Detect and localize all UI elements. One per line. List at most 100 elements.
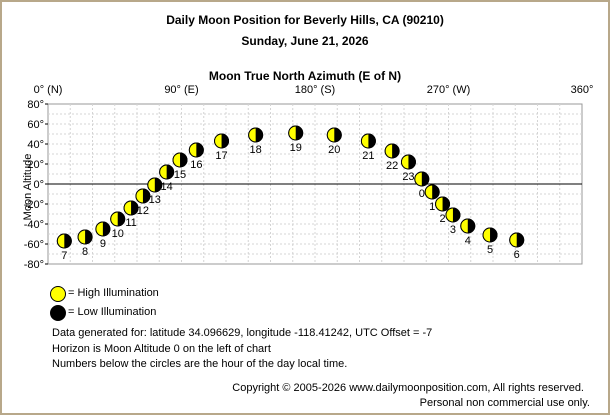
hour-label: 8 <box>82 246 88 258</box>
hour-label: 12 <box>137 205 149 217</box>
hour-label: 21 <box>362 150 374 162</box>
hour-label: 13 <box>149 194 161 206</box>
high-illumination-swatch <box>50 286 66 302</box>
hour-label: 6 <box>514 249 520 261</box>
hour-label: 11 <box>125 217 136 229</box>
moon-marker <box>135 188 151 204</box>
moon-light-half <box>425 185 433 199</box>
hour-label: 22 <box>386 160 398 172</box>
y-tick-label: -20° <box>24 199 44 211</box>
moon-marker <box>400 154 416 170</box>
moon-light-half <box>509 233 517 247</box>
moon-marker <box>188 142 204 158</box>
moon-outline <box>159 164 175 180</box>
moon-marker <box>384 143 400 159</box>
y-tick-label: 80° <box>27 99 44 111</box>
moon-light-half <box>248 128 256 142</box>
note-hours: Numbers below the circles are the hour o… <box>52 358 348 370</box>
chart-title: Moon True North Azimuth (E of N) <box>208 69 402 83</box>
moon-marker <box>123 200 139 216</box>
moon-light-half <box>135 189 143 203</box>
moon-marker <box>95 221 111 237</box>
hour-label: 9 <box>100 238 106 250</box>
moon-outline <box>172 152 188 168</box>
moon-outline <box>188 142 204 158</box>
moon-marker <box>147 177 163 193</box>
moon-outline <box>384 143 400 159</box>
y-axis-label-wrap: Moon Altitude <box>18 125 38 245</box>
y-tick-label: 40° <box>27 139 44 151</box>
moon-outline <box>56 233 72 249</box>
moon-marker <box>172 152 188 168</box>
moon-light-half <box>327 128 335 142</box>
moon-outline <box>110 211 126 227</box>
moon-light-half <box>414 172 422 186</box>
moon-outline <box>414 171 430 187</box>
y-tick-label: -80° <box>24 259 44 271</box>
hour-label: 16 <box>190 159 202 171</box>
moon-marker <box>482 227 498 243</box>
page-date: Sunday, June 21, 2026 <box>241 34 369 48</box>
hour-label: 19 <box>290 142 302 154</box>
hour-label: 3 <box>450 224 456 236</box>
legend-low-label: = Low Illumination <box>68 306 157 318</box>
moon-marker <box>288 125 304 141</box>
moon-outline <box>400 154 416 170</box>
moon-marker <box>110 211 126 227</box>
moon-light-half <box>173 153 181 167</box>
y-axis-label: Moon Altitude <box>22 153 34 221</box>
moon-light-half <box>445 208 453 222</box>
y-tick-label: 60° <box>27 119 44 131</box>
hour-label: 10 <box>112 228 124 240</box>
moon-outline <box>509 232 525 248</box>
moon-outline <box>360 133 376 149</box>
usage-note: Personal non commercial use only. <box>419 397 590 409</box>
moon-marker <box>326 127 342 143</box>
hour-label: 14 <box>161 181 173 193</box>
moon-marker <box>509 232 525 248</box>
x-tick-label: 270° (W) <box>427 84 471 96</box>
x-tick-label: 180° (S) <box>295 84 335 96</box>
y-tick-label: -60° <box>24 239 44 251</box>
chart-axes: 0° (N) 90° (E) 180° (S) 270° (W) 360°80°60°4… <box>24 84 594 271</box>
low-illumination-swatch <box>50 305 66 321</box>
y-tick-label: 20° <box>27 159 44 171</box>
moon-outline <box>435 196 451 212</box>
moon-light-half <box>288 126 296 140</box>
page-title: Daily Moon Position for Beverly Hills, C… <box>166 13 444 27</box>
moon-outline <box>77 229 93 245</box>
moon-light-half <box>159 165 167 179</box>
moon-light-half <box>189 143 197 157</box>
hour-label: 20 <box>328 144 340 156</box>
hour-label: 2 <box>440 213 446 225</box>
moon-light-half <box>483 228 491 242</box>
moon-outline <box>460 218 476 234</box>
moon-light-half <box>78 230 86 244</box>
hour-label: 5 <box>487 244 493 256</box>
moon-outline <box>248 127 264 143</box>
moon-outline <box>147 177 163 193</box>
x-tick-label: 90° (E) <box>164 84 198 96</box>
x-tick-label: 360° <box>571 84 594 96</box>
moon-marker <box>248 127 264 143</box>
moon-outline <box>424 184 440 200</box>
moon-outline <box>135 188 151 204</box>
hour-label: 4 <box>465 235 471 247</box>
moon-light-half <box>401 155 409 170</box>
moon-light-half <box>460 219 468 233</box>
moon-light-half <box>435 197 443 211</box>
moon-outline <box>214 133 230 149</box>
x-tick-label: 0° (N) <box>34 84 63 96</box>
y-tick-label: -40° <box>24 219 44 231</box>
moon-marker <box>445 207 461 223</box>
moon-outline <box>95 221 111 237</box>
hour-label: 1 <box>429 201 435 213</box>
hour-label: 0 <box>419 188 425 200</box>
moon-light-half <box>361 134 369 148</box>
moon-light-half <box>385 144 393 158</box>
copyright: Copyright © 2005-2026 www.dailymoonposit… <box>232 382 584 394</box>
moon-marker <box>56 233 72 249</box>
y-tick-label: 0° <box>33 179 44 191</box>
moon-marker <box>460 218 476 234</box>
